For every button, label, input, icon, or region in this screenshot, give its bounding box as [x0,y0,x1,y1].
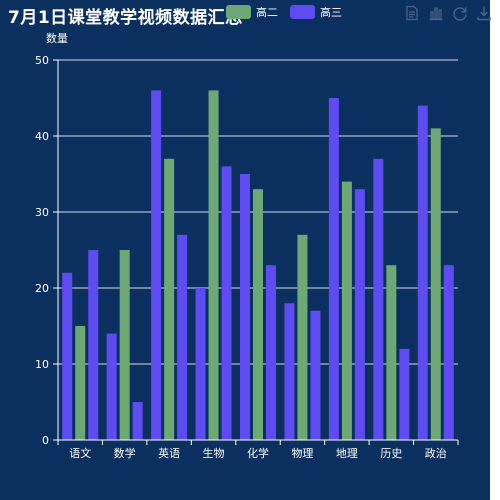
bar [240,174,250,440]
chart-title: 7月1日课堂教学视频数据汇总 [8,8,243,28]
bar [266,265,276,440]
bar [417,105,428,440]
y-tick-label: 20 [35,282,49,295]
bar [253,189,263,440]
bar [341,181,352,440]
x-tick-label: 历史 [380,447,402,460]
legend-label-grade2: 高二 [256,6,278,19]
bar [443,265,454,440]
y-tick-label: 10 [35,358,49,371]
bar [328,98,339,440]
bar [310,310,321,440]
bar [221,166,232,440]
refresh-icon[interactable] [452,5,468,21]
bar [373,158,384,441]
bar [62,272,73,440]
y-tick-label: 40 [35,130,49,143]
bar [164,158,175,441]
bar [88,250,99,440]
y-tick-label: 0 [42,434,49,447]
y-tick-label: 50 [35,54,49,67]
legend-swatch-grade3 [290,5,315,19]
bar [151,90,162,441]
legend: 高二 高三 [226,4,342,20]
bars [62,90,454,441]
x-tick-label: 语文 [69,446,91,460]
x-tick-label: 地理 [336,447,358,460]
legend-label-grade3: 高三 [320,6,342,19]
data-view-icon[interactable] [404,5,420,21]
legend-item-grade3[interactable]: 高三 [290,4,342,20]
bar [399,348,410,440]
bar [106,333,117,440]
page-margin [490,0,500,500]
y-axis-label: 数量 [46,32,68,45]
bar [284,303,295,440]
x-tick-label: 数学 [114,446,136,460]
download-icon[interactable] [476,5,492,21]
x-tick-label: 物理 [291,446,313,460]
bar [386,265,397,440]
legend-swatch-grade2 [226,5,251,19]
bar [208,90,219,441]
bar [177,234,188,440]
bar [430,128,441,440]
axes: 0 10 20 30 40 50 语文 数学 英语 生物 化学 物理 地理 历史 政治 [35,54,459,460]
legend-item-grade2[interactable]: 高二 [226,4,278,20]
bar [297,234,308,440]
toolbox [404,5,492,21]
bar [75,326,86,440]
x-tick-label: 政治 [425,446,447,460]
bar [354,189,365,440]
bar [195,288,206,440]
bar-chart-icon[interactable] [428,5,444,21]
x-tick-label: 英语 [158,446,180,460]
y-tick-label: 30 [35,206,49,219]
x-tick-label: 生物 [203,446,225,460]
bar [132,402,143,440]
x-tick-label: 化学 [247,446,269,460]
bar [119,250,130,440]
